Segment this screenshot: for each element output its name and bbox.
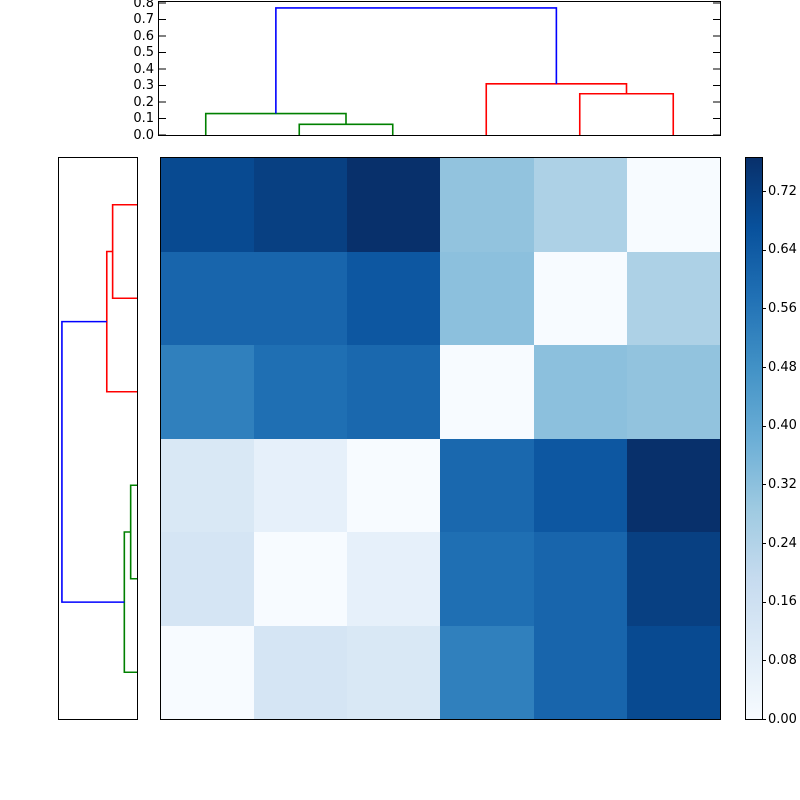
- heatmap-cell-r5-c5: [626, 625, 720, 719]
- colorbar-tick-label: 0.16: [768, 594, 797, 610]
- heatmap-cell-r4-c1: [254, 532, 348, 626]
- heatmap-cell-r0-c3: [440, 158, 534, 252]
- colorbar-tick-label: 0.32: [768, 476, 797, 492]
- heatmap-cell-r5-c0: [161, 625, 255, 719]
- colorbar-tick: [762, 425, 766, 427]
- heatmap-cell-r2-c1: [254, 345, 348, 439]
- dendrogram-link-green: [129, 484, 137, 580]
- heatmap-cell-r0-c5: [626, 158, 720, 252]
- heatmap-cell-r2-c0: [161, 345, 255, 439]
- heatmap-cell-r5-c1: [254, 625, 348, 719]
- top-dendrogram-y-tick-label: 0.4: [133, 61, 154, 77]
- heatmap-cell-r2-c4: [533, 345, 627, 439]
- colorbar-tick: [762, 367, 766, 368]
- heatmap-cell-r5-c2: [347, 625, 441, 719]
- dendrogram-link-blue: [61, 320, 125, 603]
- top-dendrogram-y-tick-label: 0.6: [133, 28, 154, 44]
- heatmap-cell-r1-c5: [626, 251, 720, 345]
- heatmap-cell-r1-c4: [533, 251, 627, 345]
- colorbar-tick: [762, 191, 766, 192]
- heatmap-cell-r5-c3: [440, 625, 534, 719]
- heatmap-cell-r3-c2: [347, 438, 441, 532]
- colorbar: [745, 157, 763, 720]
- top-dendrogram-y-tick-label: 0.8: [133, 0, 154, 11]
- dendrogram-link-blue: [275, 7, 558, 114]
- colorbar-tick-label: 0.24: [768, 535, 797, 551]
- colorbar-tick-label: 0.56: [768, 300, 797, 316]
- heatmap-cell-r0-c0: [161, 158, 255, 252]
- dendrogram-link-red: [578, 92, 675, 135]
- heatmap-cell-r1-c2: [347, 251, 441, 345]
- colorbar-tick-label: 0.48: [768, 359, 797, 375]
- colorbar-tick: [762, 484, 766, 486]
- heatmap-cell-r3-c0: [161, 438, 255, 532]
- heatmap-panel: [160, 157, 721, 720]
- dendrogram-link-green: [298, 123, 394, 135]
- heatmap-cell-r4-c3: [440, 532, 534, 626]
- heatmap-cell-r0-c4: [533, 158, 627, 252]
- colorbar-tick-label: 0.64: [768, 242, 797, 258]
- top-dendrogram-y-tick-label: 0.0: [133, 127, 154, 143]
- colorbar-tick: [762, 719, 766, 720]
- top-dendrogram-y-tick-label: 0.3: [133, 78, 154, 93]
- heatmap-cell-r1-c0: [161, 251, 255, 345]
- heatmap-cell-r1-c3: [440, 251, 534, 345]
- top-dendrogram-y-tick-label: 0.5: [133, 45, 154, 60]
- left-dendrogram: [61, 203, 137, 674]
- heatmap-cell-r3-c5: [626, 438, 720, 532]
- heatmap-cell-r1-c1: [254, 251, 348, 345]
- dendrogram-link-red: [111, 203, 137, 300]
- heatmap-cell-r2-c5: [626, 345, 720, 439]
- top-dendrogram-y-tick-label: 0.2: [133, 94, 154, 110]
- heatmap-cell-r4-c4: [533, 532, 627, 626]
- colorbar-tick-label: 0.00: [768, 711, 797, 727]
- top-dendrogram-panel: [158, 1, 721, 136]
- dendrogram-link-red: [105, 250, 137, 393]
- heatmap-cell-r5-c4: [533, 625, 627, 719]
- heatmap-cell-r4-c0: [161, 532, 255, 626]
- top-dendrogram: [159, 2, 720, 135]
- heatmap-cell-r0-c2: [347, 158, 441, 252]
- colorbar-tick: [762, 543, 766, 544]
- heatmap-cell-r2-c2: [347, 345, 441, 439]
- colorbar-tick: [762, 249, 766, 251]
- colorbar-tick: [762, 308, 766, 310]
- colorbar-tick-label: 0.08: [768, 652, 797, 668]
- colorbar-tick-label: 0.72: [768, 183, 797, 199]
- colorbar-tick-label: 0.40: [768, 418, 797, 434]
- heatmap-cell-r3-c4: [533, 438, 627, 532]
- dendrogram-link-red: [485, 83, 628, 135]
- heatmap-cell-r3-c3: [440, 438, 534, 532]
- heatmap-cell-r0-c1: [254, 158, 348, 252]
- colorbar-tick: [762, 660, 766, 662]
- heatmap-cell-r4-c5: [626, 532, 720, 626]
- heatmap-cell-r3-c1: [254, 438, 348, 532]
- heatmap-cell-r4-c2: [347, 532, 441, 626]
- top-dendrogram-y-tick-label: 0.1: [133, 111, 154, 126]
- left-dendrogram-panel: [58, 157, 138, 720]
- top-dendrogram-y-tick-label: 0.7: [133, 12, 154, 27]
- colorbar-tick: [762, 601, 766, 603]
- heatmap-cell-r2-c3: [440, 345, 534, 439]
